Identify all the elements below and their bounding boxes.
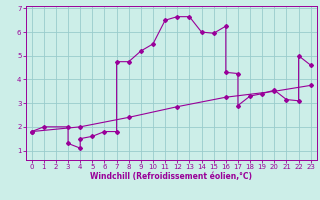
X-axis label: Windchill (Refroidissement éolien,°C): Windchill (Refroidissement éolien,°C): [90, 172, 252, 181]
